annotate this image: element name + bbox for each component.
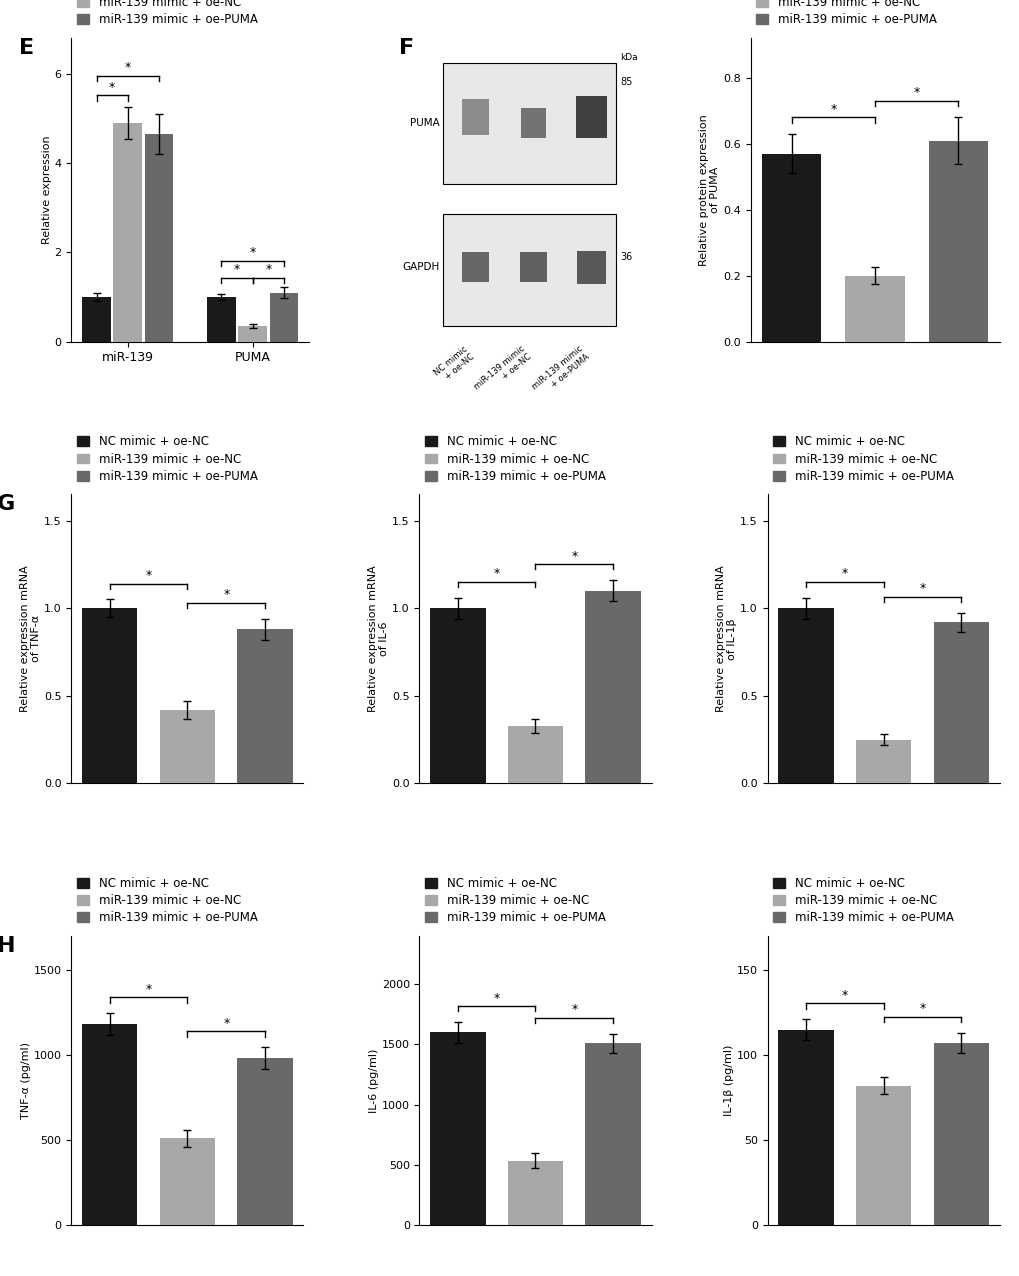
- Text: *: *: [250, 246, 256, 259]
- Bar: [160, 709, 215, 783]
- Bar: [585, 591, 640, 783]
- Text: *: *: [913, 85, 919, 100]
- Bar: [430, 609, 485, 783]
- Bar: [207, 297, 235, 342]
- Bar: [462, 253, 489, 282]
- Bar: [577, 250, 605, 285]
- Bar: [932, 623, 988, 783]
- Y-axis label: Relative protein expression
of PUMA: Relative protein expression of PUMA: [698, 114, 719, 265]
- Bar: [585, 1044, 640, 1225]
- Bar: [520, 253, 546, 282]
- Bar: [160, 1138, 215, 1225]
- Bar: [83, 297, 111, 342]
- Text: *: *: [493, 991, 499, 1004]
- Bar: [82, 1025, 138, 1225]
- Bar: [507, 726, 562, 783]
- Text: G: G: [0, 494, 15, 514]
- Bar: [237, 1058, 292, 1225]
- Y-axis label: Relative expression mRNA
of IL-1β: Relative expression mRNA of IL-1β: [715, 565, 737, 712]
- Text: GAPDH: GAPDH: [401, 263, 439, 272]
- Bar: [430, 1032, 485, 1225]
- Legend: NC mimic + oe-NC, miR-139 mimic + oe-NC, miR-139 mimic + oe-PUMA: NC mimic + oe-NC, miR-139 mimic + oe-NC,…: [77, 877, 257, 924]
- Y-axis label: TNF-α (pg/ml): TNF-α (pg/ml): [20, 1042, 31, 1119]
- Y-axis label: Relative expression mRNA
of TNF-α: Relative expression mRNA of TNF-α: [19, 565, 41, 712]
- Bar: [932, 1042, 988, 1225]
- Legend: NC mimic + oe-NC, miR-139 mimic + oe-NC, miR-139 mimic + oe-PUMA: NC mimic + oe-NC, miR-139 mimic + oe-NC,…: [425, 877, 605, 924]
- Text: E: E: [19, 38, 35, 59]
- Bar: [462, 100, 489, 135]
- Bar: [576, 96, 606, 138]
- Bar: [507, 1161, 562, 1225]
- Bar: [855, 740, 910, 783]
- Legend: NC mimic + oe-NC, miR-139 mimic + oe-NC, miR-139 mimic + oe-PUMA: NC mimic + oe-NC, miR-139 mimic + oe-NC,…: [425, 435, 605, 482]
- Y-axis label: Relative expression: Relative expression: [42, 135, 52, 244]
- Y-axis label: Relative expression mRNA
of IL-6: Relative expression mRNA of IL-6: [368, 565, 389, 712]
- Bar: [845, 276, 904, 342]
- Legend: NC mimic + oe-NC, miR-139 mimic + oe-NC, miR-139 mimic + oe-PUMA: NC mimic + oe-NC, miR-139 mimic + oe-NC,…: [772, 877, 953, 924]
- Text: kDa: kDa: [620, 54, 637, 63]
- Bar: [443, 214, 615, 327]
- Text: F: F: [398, 38, 414, 59]
- Bar: [443, 63, 615, 184]
- Text: *: *: [841, 989, 847, 1002]
- Legend: NC mimic + oe-NC, miR-139 mimic + oe-NC, miR-139 mimic + oe-PUMA: NC mimic + oe-NC, miR-139 mimic + oe-NC,…: [772, 435, 953, 482]
- Y-axis label: IL-6 (pg/ml): IL-6 (pg/ml): [369, 1049, 378, 1113]
- Text: *: *: [571, 1003, 577, 1016]
- Bar: [82, 609, 138, 783]
- Text: 85: 85: [620, 78, 632, 87]
- Text: *: *: [223, 1017, 229, 1030]
- Text: *: *: [493, 568, 499, 581]
- Text: PUMA: PUMA: [410, 119, 439, 128]
- Text: *: *: [146, 569, 152, 582]
- Bar: [777, 609, 833, 783]
- Bar: [761, 153, 820, 342]
- Text: *: *: [571, 550, 577, 563]
- Legend: NC mimic + oe-NC, miR-139 mimic + oe-NC, miR-139 mimic + oe-PUMA: NC mimic + oe-NC, miR-139 mimic + oe-NC,…: [77, 0, 257, 27]
- Bar: [855, 1086, 910, 1225]
- Bar: [237, 629, 292, 783]
- Text: *: *: [109, 80, 115, 93]
- Bar: [238, 327, 267, 342]
- Text: *: *: [829, 102, 836, 116]
- Legend: NC mimic + oe-NC, miR-139 mimic + oe-NC, miR-139 mimic + oe-PUMA: NC mimic + oe-NC, miR-139 mimic + oe-NC,…: [77, 435, 257, 482]
- Text: *: *: [146, 983, 152, 997]
- Text: *: *: [841, 568, 847, 581]
- Text: 36: 36: [620, 251, 632, 262]
- Bar: [145, 134, 173, 342]
- Legend: NC mimic + oe-NC, miR-139 mimic + oe-NC, miR-139 mimic + oe-PUMA: NC mimic + oe-NC, miR-139 mimic + oe-NC,…: [756, 0, 935, 27]
- Text: *: *: [233, 263, 240, 276]
- Text: *: *: [124, 61, 130, 74]
- Y-axis label: IL-1β (pg/ml): IL-1β (pg/ml): [723, 1045, 734, 1116]
- Bar: [927, 140, 987, 342]
- Bar: [269, 292, 298, 342]
- Text: *: *: [918, 582, 924, 595]
- Bar: [113, 122, 142, 342]
- Text: *: *: [265, 263, 271, 276]
- Text: H: H: [0, 937, 15, 956]
- Text: *: *: [223, 588, 229, 601]
- Text: *: *: [918, 1003, 924, 1016]
- Bar: [777, 1030, 833, 1225]
- Bar: [521, 108, 545, 138]
